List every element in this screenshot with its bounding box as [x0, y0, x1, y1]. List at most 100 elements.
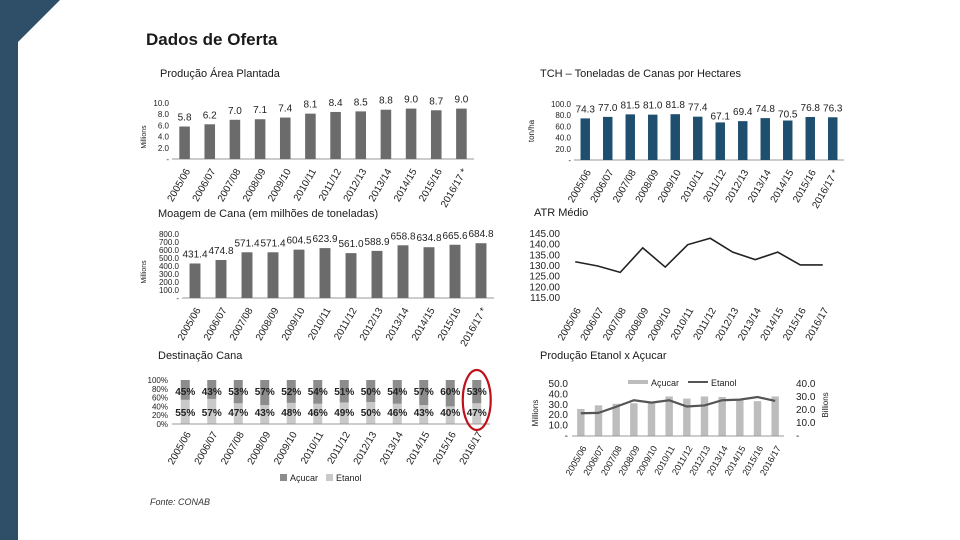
- tch-chart-y-axis-title: ton/ha: [527, 119, 536, 142]
- source-footnote: Fonte: CONAB: [150, 497, 211, 507]
- destinacao-chart-x-tick-label: 2015/16: [431, 430, 459, 467]
- tch-chart-bar: [783, 120, 793, 160]
- tch-chart-bar: [625, 114, 635, 160]
- destinacao-chart-bar-etanol: [260, 405, 270, 424]
- destinacao-chart-label-acucar: 54%: [387, 387, 407, 398]
- destinacao-chart-label-acucar: 51%: [334, 387, 354, 398]
- producao-chart-bar-acucar: [753, 401, 762, 436]
- moagem-chart-x-tick-label: 2015/16: [436, 306, 464, 343]
- moagem-chart-x-tick-label: 2009/10: [280, 306, 308, 343]
- moagem-chart-bar: [241, 252, 253, 298]
- area-chart-x-tick-label: 2010/11: [292, 167, 319, 204]
- area-chart-data-label: 7.0: [228, 106, 242, 117]
- destinacao-chart-bar-etanol: [313, 403, 323, 424]
- area-chart-data-label: 9.0: [404, 95, 418, 106]
- moagem-chart-data-label: 623.9: [312, 234, 337, 245]
- destinacao-chart-x-tick-label: 2014/15: [405, 430, 433, 467]
- tch-chart-bar: [760, 118, 770, 160]
- destinacao-chart-x-tick-label: 2009/10: [272, 430, 300, 467]
- area-chart-y-tick-label: 8.0: [158, 110, 170, 119]
- producao-chart-left-y-tick-label: 30.0: [549, 400, 569, 411]
- destinacao-chart-label-etanol: 47%: [467, 408, 487, 419]
- area-chart-bar: [279, 117, 291, 159]
- producao-chart-bar-acucar: [647, 401, 656, 436]
- destinacao-chart-x-tick-label: 2007/08: [219, 430, 247, 467]
- tch-chart-bar: [670, 114, 680, 160]
- destinacao-chart-bar-acucar: [445, 380, 455, 407]
- destinacao-chart-label-etanol: 47%: [228, 408, 248, 419]
- moagem-chart-bar: [371, 250, 383, 298]
- destinacao-chart-legend-etanol: Etanol: [336, 473, 362, 483]
- area-chart-bar: [456, 108, 467, 159]
- atr-chart-y-tick-label: 115.00: [530, 293, 560, 304]
- producao-chart-bar-acucar: [577, 408, 585, 436]
- destinacao-chart-label-etanol: 49%: [334, 408, 354, 419]
- destinacao-chart-bar-etanol: [207, 398, 217, 424]
- moagem-chart-y-tick-label: 100.0: [159, 286, 180, 295]
- area-chart-x-tick-label: 2014/15: [392, 167, 420, 204]
- moagem-chart-bar: [423, 247, 435, 298]
- moagem-chart-bar: [449, 244, 461, 298]
- destinacao-chart-bar-acucar: [392, 380, 402, 404]
- area-chart-x-tick-label: 2006/07: [191, 167, 219, 204]
- moagem-chart-bar: [345, 253, 357, 298]
- area-chart-x-tick-label: 2011/12: [317, 167, 344, 204]
- destinacao-chart-x-tick-label: 2013/14: [378, 430, 406, 467]
- destinacao-chart-label-acucar: 53%: [228, 387, 248, 398]
- tch-chart-bar: [603, 116, 613, 160]
- destinacao-chart-bar-acucar: [366, 380, 376, 402]
- producao-chart-left-y-tick-label: 20.0: [549, 410, 569, 421]
- area-chart-bar: [330, 111, 341, 159]
- tch-chart-y-tick-label: -: [568, 156, 571, 165]
- page-title: Dados de Oferta: [146, 30, 278, 49]
- producao-chart-right-y-tick-label: 20.0: [796, 405, 816, 416]
- destinacao-chart-label-acucar: 43%: [202, 387, 222, 398]
- area-chart-bar: [380, 109, 392, 159]
- moagem-chart-bar: [293, 249, 305, 298]
- moagem-chart-data-label: 474.8: [208, 246, 233, 257]
- tch-chart-data-label: 67.1: [711, 111, 731, 122]
- destinacao-chart-x-tick-label: 2006/07: [193, 430, 221, 467]
- destinacao-chart-x-tick-label: 2010/11: [299, 430, 326, 467]
- atr-chart-y-tick-label: 130.00: [529, 261, 560, 272]
- moagem-chart-bar: [397, 245, 409, 298]
- destinacao-chart-x-tick-label: 2016/17: [458, 430, 486, 467]
- destinacao-chart-y-tick-label: 40%: [152, 402, 168, 411]
- tch-chart-data-label: 81.0: [643, 101, 663, 112]
- moagem-chart-x-tick-label: 2013/14: [384, 306, 412, 343]
- moagem-chart-y-tick-label: 800.0: [159, 230, 180, 239]
- tch-chart-bar: [805, 116, 815, 160]
- producao-chart-right-y-tick-label: 10.0: [796, 418, 816, 429]
- atr-chart-y-tick-label: 120.00: [529, 282, 560, 293]
- area-chart-x-tick-label: 2007/08: [216, 167, 244, 204]
- tch-chart-data-label: 81.8: [666, 100, 686, 111]
- moagem-chart-x-tick-label: 2016/17 *: [459, 306, 490, 349]
- moagem-chart-x-tick-label: 2007/08: [228, 306, 256, 343]
- chart-title-moagem: Moagem de Cana (em milhões de toneladas): [158, 208, 379, 220]
- area-chart-bar: [305, 113, 316, 159]
- area-chart-data-label: 8.4: [329, 98, 343, 109]
- destinacao-chart-bar-acucar: [472, 380, 482, 404]
- moagem-chart-bar: [319, 248, 331, 298]
- destinacao-chart-label-etanol: 48%: [281, 408, 301, 419]
- tch-chart-bar: [828, 117, 838, 160]
- destinacao-chart-label-acucar: 57%: [414, 387, 434, 398]
- producao-chart-left-y-tick-label: 50.0: [549, 379, 569, 390]
- moagem-chart-y-tick-label: 500.0: [159, 254, 180, 263]
- producao-chart-left-y-tick-label: 10.0: [549, 421, 569, 432]
- area-chart-x-tick-label: 2012/13: [342, 167, 370, 204]
- atr-chart-y-tick-label: 125.00: [529, 272, 560, 283]
- destinacao-chart-label-etanol: 50%: [361, 408, 381, 419]
- destinacao-chart-bar-acucar: [286, 380, 296, 403]
- producao-chart-bar-acucar: [612, 403, 620, 436]
- producao-chart-right-y-tick-label: 40.0: [796, 379, 816, 390]
- area-chart-data-label: 8.8: [379, 96, 393, 107]
- moagem-chart-bar: [475, 243, 487, 298]
- moagem-chart-y-tick-label: 700.0: [159, 238, 180, 247]
- moagem-chart-data-label: 684.8: [468, 229, 493, 240]
- tch-chart-y-tick-label: 80.0: [555, 111, 571, 120]
- destinacao-chart-label-acucar: 60%: [440, 387, 460, 398]
- atr-chart-y-tick-label: 145.00: [529, 229, 560, 240]
- destinacao-chart-bar-etanol: [419, 405, 429, 424]
